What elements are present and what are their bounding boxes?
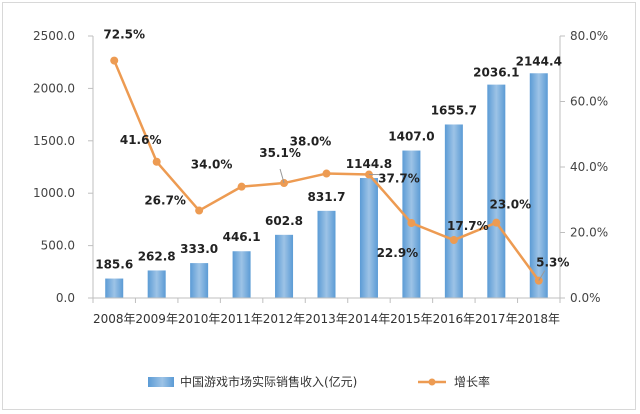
x-tick-label: 2017年 xyxy=(475,312,518,326)
legend-bar-swatch xyxy=(148,377,174,387)
bar xyxy=(529,73,548,298)
line-value-label: 17.7% xyxy=(447,219,489,233)
bar-value-label: 831.7 xyxy=(308,190,346,204)
y-right-tick-label: 0.0% xyxy=(570,291,601,305)
line-value-label: 37.7% xyxy=(378,172,420,186)
x-tick-label: 2014年 xyxy=(348,312,391,326)
x-tick-label: 2016年 xyxy=(433,312,476,326)
bar-value-label: 333.0 xyxy=(180,242,218,256)
y-right-tick-label: 80.0% xyxy=(570,29,608,43)
bar xyxy=(444,124,463,299)
line-value-label: 72.5% xyxy=(103,28,145,42)
labels-layer: 185.6 262.8 333.0 446.1 602.8 831.7 1144.8 1407… xyxy=(95,28,569,281)
bar-value-label: 262.8 xyxy=(138,249,176,263)
axes-layer: 0.0 500.0 1000.0 1500.0 2000.0 2500.0 0.0% 20.0… xyxy=(33,29,608,326)
line-value-label: 26.7% xyxy=(144,194,186,208)
bar xyxy=(275,234,294,298)
bar xyxy=(147,270,166,298)
bar-value-label: 2144.4 xyxy=(516,54,562,68)
x-tick-label: 2012年 xyxy=(263,312,306,326)
legend-line-label: 增长率 xyxy=(454,374,490,389)
bar-value-label: 185.6 xyxy=(95,258,133,272)
x-tick-label: 2015年 xyxy=(390,312,433,326)
bar-value-label: 2036.1 xyxy=(473,66,519,80)
bar xyxy=(487,84,506,298)
bar-value-label: 1655.7 xyxy=(431,103,477,117)
bar xyxy=(359,178,378,298)
growth-rate-point xyxy=(492,218,501,227)
y-right-tick-label: 60.0% xyxy=(570,95,608,109)
line-value-label: 34.0% xyxy=(191,158,233,172)
x-tick-label: 2011年 xyxy=(220,312,263,326)
x-tick-label: 2013年 xyxy=(305,312,348,326)
line-layer xyxy=(110,56,543,285)
x-tick-label: 2010年 xyxy=(178,312,221,326)
x-tick-label: 2008年 xyxy=(93,312,136,326)
y-left-tick-label: 1500.0 xyxy=(33,134,75,148)
legend-bar-label: 中国游戏市场实际销售收入(亿元) xyxy=(180,374,357,389)
line-value-label: 35.1% xyxy=(259,146,301,160)
growth-rate-point xyxy=(449,236,458,245)
bars-layer xyxy=(105,73,548,299)
bar xyxy=(105,278,124,298)
bar xyxy=(317,210,336,298)
y-left-tick-label: 2000.0 xyxy=(33,81,75,95)
y-right-tick-label: 20.0% xyxy=(570,226,608,240)
growth-rate-point xyxy=(195,206,204,215)
bar xyxy=(190,263,209,298)
growth-rate-point xyxy=(407,219,416,228)
line-value-label: 5.3% xyxy=(536,256,569,270)
y-right-tick-label: 40.0% xyxy=(570,160,608,174)
bar-value-label: 602.8 xyxy=(265,214,303,228)
legend: 中国游戏市场实际销售收入(亿元) 增长率 xyxy=(148,374,490,389)
y-left-tick-label: 2500.0 xyxy=(33,29,75,43)
line-label-leader xyxy=(279,168,285,184)
line-value-label: 38.0% xyxy=(290,135,332,149)
line-value-label: 41.6% xyxy=(120,133,162,147)
x-tick-label: 2018年 xyxy=(517,312,560,326)
growth-rate-point xyxy=(237,182,246,191)
bar xyxy=(232,251,251,298)
bar-value-label: 446.1 xyxy=(223,230,261,244)
growth-rate-point xyxy=(322,169,331,178)
line-value-label: 23.0% xyxy=(489,198,531,212)
growth-rate-point xyxy=(110,56,119,65)
y-left-tick-label: 500.0 xyxy=(41,239,75,253)
line-value-label: 22.9% xyxy=(377,246,419,260)
legend-line-marker xyxy=(428,378,436,386)
bar-value-label: 1407.0 xyxy=(388,130,434,144)
x-tick-label: 2009年 xyxy=(135,312,178,326)
line-label-leader xyxy=(538,270,546,281)
y-left-tick-label: 1000.0 xyxy=(33,186,75,200)
growth-rate-point xyxy=(152,157,161,166)
y-left-tick-label: 0.0 xyxy=(56,291,75,305)
bar-value-label: 1144.8 xyxy=(346,157,392,171)
